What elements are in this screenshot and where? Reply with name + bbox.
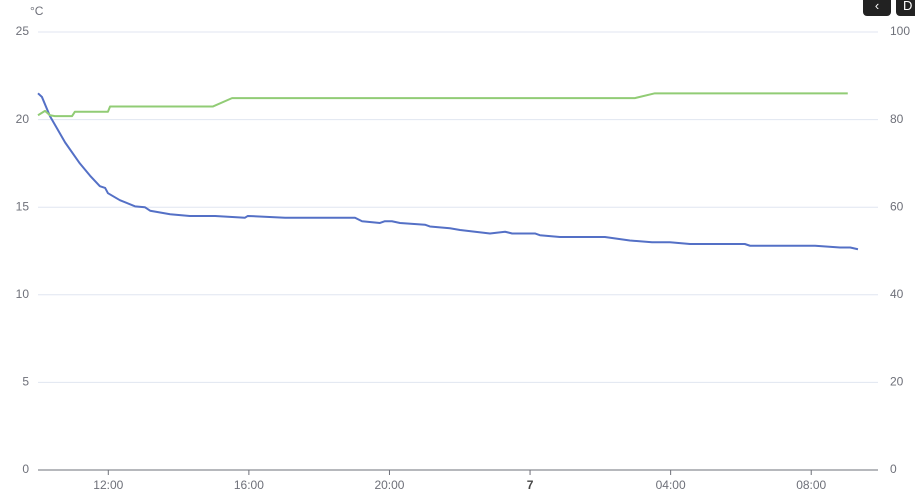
series-line [37, 92, 848, 118]
next-button[interactable]: D [896, 0, 915, 16]
y2-tick-label: 60 [890, 199, 904, 213]
y2-tick-label: 80 [890, 112, 904, 126]
y-tick-label: 20 [16, 112, 30, 126]
y-unit: °C [30, 4, 44, 18]
y-tick-label: 0 [22, 462, 29, 476]
x-tick-label: 7 [527, 478, 534, 490]
y-tick-label: 15 [16, 199, 30, 213]
series-line [37, 92, 859, 251]
x-tick-label: 20:00 [374, 478, 404, 490]
y2-tick-label: 20 [890, 375, 904, 389]
y-tick-label: 25 [16, 24, 30, 38]
y-tick-label: 5 [22, 375, 29, 389]
x-tick-label: 12:00 [93, 478, 123, 490]
y2-tick-label: 100 [890, 24, 910, 38]
x-tick-label: 04:00 [656, 478, 686, 490]
prev-button[interactable]: ‹ [863, 0, 891, 16]
x-tick-label: 08:00 [796, 478, 826, 490]
x-tick-label: 16:00 [234, 478, 264, 490]
y2-tick-label: 40 [890, 287, 904, 301]
y-tick-label: 10 [16, 287, 30, 301]
y2-tick-label: 0 [890, 462, 897, 476]
